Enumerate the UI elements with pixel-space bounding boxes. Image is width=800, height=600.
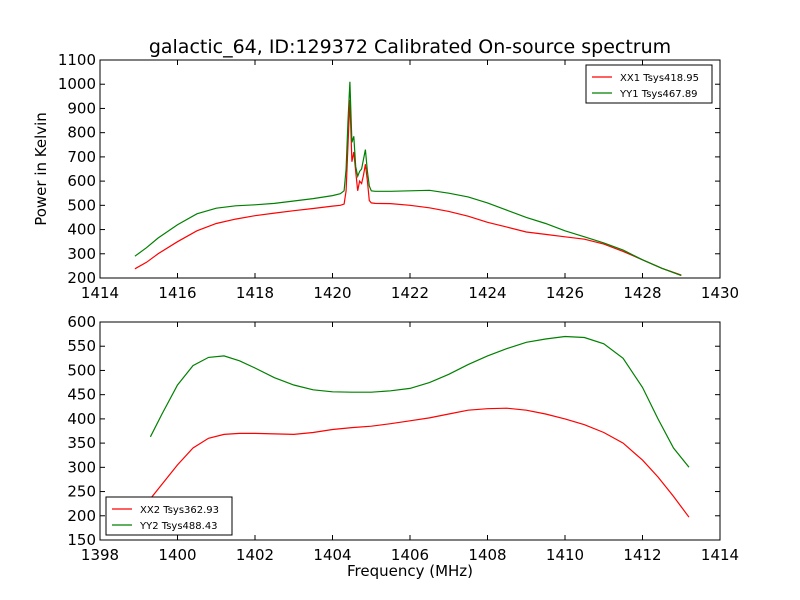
top-x-tick-label: 1418 [236,284,274,302]
bottom-x-tick-label: 1402 [236,546,274,564]
bottom-y-tick-label: 600 [67,313,96,331]
top-x-tick-label: 1420 [313,284,351,302]
top-legend: XX1 Tsys418.95 YY1 Tsys467.89 [585,64,713,104]
top-y-tick-label: 400 [67,221,96,239]
top-y-tick-label: 700 [67,148,96,166]
bottom-x-tick-label: 1410 [546,546,584,564]
bottom-x-tick-label: 1400 [158,546,196,564]
top-x-tick-label: 1426 [546,284,584,302]
top-y-tick-label: 1100 [58,51,96,69]
top-x-tick-label: 1428 [623,284,661,302]
bottom-series-yy2-line [149,335,690,468]
bottom-x-tick-label: 1398 [81,546,119,564]
bottom-y-tick-label: 450 [67,386,96,404]
bottom-x-tick-label: 1414 [701,546,739,564]
top-y-tick-label: 300 [67,245,96,263]
top-y-axis-label: Power in Kelvin [32,112,50,226]
top-y-tick-label: 900 [67,99,96,117]
bottom-y-tick-label: 250 [67,483,96,501]
top-y-tick-label: 500 [67,196,96,214]
bottom-y-tick-label: 500 [67,361,96,379]
bottom-legend-label: YY2 Tsys488.43 [139,521,218,532]
bottom-y-tick-label: 300 [67,458,96,476]
top-legend-box [585,64,713,104]
top-x-tick-label: 1424 [468,284,506,302]
bottom-y-tick-label: 550 [67,337,96,355]
bottom-y-tick-label: 400 [67,410,96,428]
bottom-x-axis-label: Frequency (MHz) [347,562,473,580]
bottom-x-tick-label: 1404 [313,546,351,564]
bottom-subplot: Frequency (MHz) 1398 1400 1402 1404 1406 1408… [67,313,739,580]
top-legend-label: XX1 Tsys418.95 [620,73,699,84]
bottom-x-tick-label: 1406 [391,546,429,564]
bottom-series-xx2-line [149,407,690,518]
bottom-x-tick-label: 1408 [468,546,506,564]
top-x-tick-label: 1430 [701,284,739,302]
bottom-x-tick-label: 1412 [623,546,661,564]
top-legend-label: YY1 Tsys467.89 [619,89,698,100]
bottom-legend: XX2 Tsys362.93 YY2 Tsys488.43 [105,496,233,536]
top-series-xx1-line [134,99,682,276]
bottom-y-tick-label: 200 [67,507,96,525]
bottom-y-tick-label: 150 [67,531,96,549]
top-x-tick-label: 1416 [158,284,196,302]
top-y-tick-label: 1000 [58,75,96,93]
bottom-legend-box [105,496,233,536]
bottom-legend-label: XX2 Tsys362.93 [140,505,219,516]
top-y-tick-label: 200 [67,269,96,287]
top-y-tick-label: 800 [67,124,96,142]
top-x-tick-label: 1414 [81,284,119,302]
top-y-tick-label: 600 [67,172,96,190]
bottom-y-tick-label: 350 [67,434,96,452]
top-subplot: Power in Kelvin 1414 1416 1418 1420 1422 1424… [32,51,739,302]
chart-title: galactic_64, ID:129372 Calibrated On-sou… [149,36,671,58]
top-series-yy1-line [134,81,682,277]
top-x-tick-label: 1422 [391,284,429,302]
